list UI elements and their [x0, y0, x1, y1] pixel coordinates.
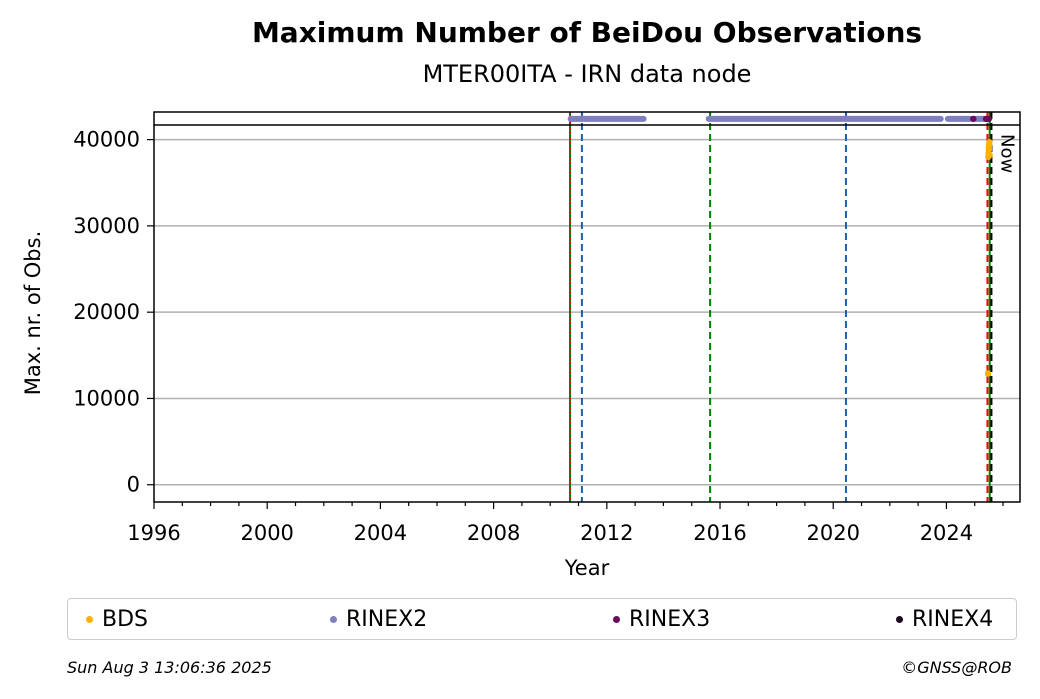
- data-point-bds: [984, 370, 992, 377]
- legend-item-rinex2: RINEX2: [330, 599, 427, 639]
- gridlines: [154, 138, 1020, 486]
- chart-title: Maximum Number of BeiDou Observations: [252, 16, 922, 49]
- legend-label-rinex4: RINEX4: [912, 606, 994, 632]
- y-axis-label: Max. nr. of Obs.: [21, 231, 45, 396]
- data-points: [567, 115, 993, 377]
- copyright: ©GNSS@ROB: [901, 658, 1012, 677]
- x-axis-label: Year: [564, 556, 610, 580]
- y-tick-label: 10000: [73, 386, 140, 410]
- x-tick-label: 1996: [127, 521, 180, 545]
- legend-item-bds: BDS: [86, 599, 148, 639]
- y-tick-label: 0: [127, 473, 140, 497]
- legend-marker-rinex3: [613, 615, 620, 623]
- x-tick-label: 2016: [693, 521, 746, 545]
- y-tick-label: 40000: [73, 128, 140, 152]
- data-point-bds: [986, 138, 993, 146]
- chart-subtitle: MTER00ITA - IRN data node: [423, 60, 752, 88]
- legend-label-bds: BDS: [102, 606, 148, 632]
- legend: BDS RINEX2 RINEX3 RINEX4: [67, 598, 1017, 640]
- x-tick-label: 2004: [354, 521, 407, 545]
- x-tick-label: 2024: [920, 521, 973, 545]
- x-tick-label: 2008: [467, 521, 520, 545]
- now-label: Now: [996, 134, 1017, 173]
- plot-frame: [153, 111, 1021, 503]
- legend-item-rinex4: RINEX4: [896, 599, 993, 639]
- legend-marker-rinex2: [330, 615, 337, 623]
- data-point-rinex3: [970, 115, 977, 123]
- legend-label-rinex2: RINEX2: [346, 606, 428, 632]
- legend-label-rinex3: RINEX3: [629, 606, 711, 632]
- data-point-rinex3: [985, 115, 993, 123]
- axes: 0 10000 20000 30000 40000 1996 2000 2004 2008 201…: [73, 111, 1021, 545]
- reference-lines: [569, 112, 993, 502]
- legend-marker-bds: [86, 615, 93, 623]
- x-tick-label: 2000: [240, 521, 293, 545]
- x-tick-label: 2012: [580, 521, 633, 545]
- y-tick-label: 30000: [73, 214, 140, 238]
- timestamp: Sun Aug 3 13:06:36 2025: [67, 658, 272, 677]
- data-point-bds: [986, 151, 993, 159]
- x-tick-label: 2020: [806, 521, 859, 545]
- legend-item-rinex3: RINEX3: [613, 599, 710, 639]
- legend-marker-rinex4: [896, 615, 903, 623]
- y-tick-label: 20000: [73, 300, 140, 324]
